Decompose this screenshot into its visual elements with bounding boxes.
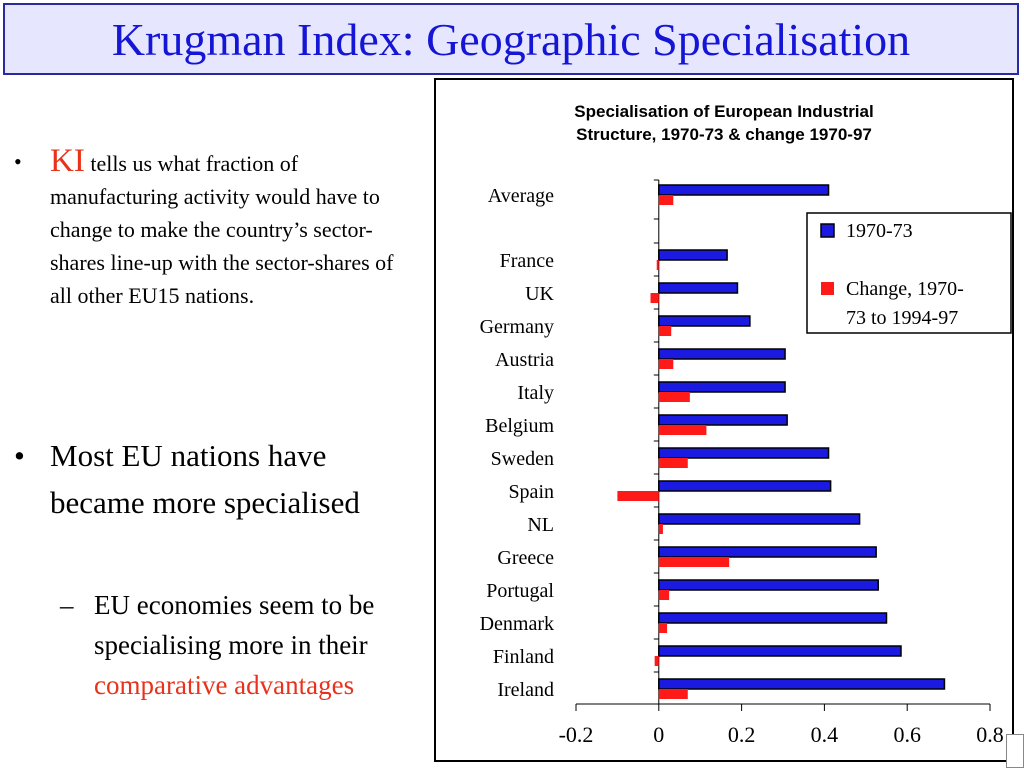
bar-change: [617, 491, 659, 501]
category-label: Greece: [497, 547, 554, 569]
category-label: Italy: [517, 382, 554, 404]
x-tick-label: 0.4: [811, 722, 839, 747]
slide-title: Krugman Index: Geographic Specialisation: [111, 13, 911, 65]
slide-corner-box: [1006, 734, 1024, 768]
category-label: Sweden: [491, 448, 554, 470]
bar-change: [658, 458, 688, 468]
bar-change: [656, 260, 659, 270]
bar-1970-73: [658, 414, 788, 426]
bar-change: [658, 195, 674, 205]
sub-bullet-marker: –: [60, 590, 74, 620]
bar-1970-73: [658, 282, 739, 294]
bar-change: [658, 392, 690, 402]
bar-1970-73: [658, 315, 751, 327]
legend-label-change-line1: Change, 1970-: [846, 278, 964, 300]
legend-swatch-1970-73: [820, 223, 835, 238]
legend-box: [806, 212, 1012, 334]
sub-bullet-text: EU economies seem to be specialising mor…: [94, 590, 375, 660]
category-label: UK: [525, 283, 554, 305]
bar-change: [658, 326, 672, 336]
bar-change: [658, 623, 668, 633]
bar-1970-73: [658, 447, 830, 459]
bar-1970-73: [658, 348, 786, 360]
category-label: Average: [488, 185, 554, 207]
chart-frame: Specialisation of European Industrial Str…: [434, 78, 1014, 762]
bullet-text: Most EU nations have became more special…: [50, 438, 360, 520]
bar-1970-73: [658, 678, 946, 690]
bar-1970-73: [658, 480, 832, 492]
bar-change: [658, 590, 670, 600]
ki-description: tells us what fraction of manufacturing …: [50, 151, 394, 308]
category-label: Finland: [493, 646, 554, 668]
category-label: Austria: [495, 349, 554, 371]
bar-1970-73: [658, 612, 888, 624]
bullet-marker: •: [14, 438, 25, 473]
bar-change: [658, 689, 688, 699]
chart-title-line: Structure, 1970-73 & change 1970-97: [576, 125, 872, 144]
sub-bullet-item: – EU economies seem to be specialising m…: [60, 585, 420, 705]
ki-term: KI: [50, 143, 85, 179]
bar-change: [658, 524, 663, 534]
bar-change: [658, 359, 674, 369]
category-label: Belgium: [485, 415, 554, 437]
x-tick-label: 0.6: [893, 722, 921, 747]
legend-label-change-line2: 73 to 1994-97: [846, 307, 958, 329]
category-label: Denmark: [480, 613, 554, 635]
bullet-item-specialised: • Most EU nations have became more speci…: [14, 432, 414, 526]
bar-1970-73: [658, 381, 786, 393]
bullet-item-ki: • KI tells us what fraction of manufactu…: [14, 145, 409, 312]
category-label: France: [500, 250, 555, 272]
bar-change: [654, 656, 659, 666]
legend-swatch-change: [821, 282, 834, 295]
category-label: Ireland: [497, 679, 554, 701]
bar-1970-73: [658, 184, 830, 196]
category-label: Portugal: [486, 580, 554, 602]
chart-title-line: Specialisation of European Industrial: [574, 102, 873, 121]
bar-change: [650, 293, 659, 303]
bar-1970-73: [658, 249, 728, 261]
bar-change: [658, 557, 730, 567]
bar-1970-73: [658, 579, 879, 591]
bullet-marker: •: [14, 149, 22, 174]
slide-title-box: Krugman Index: Geographic Specialisation: [3, 3, 1019, 75]
bar-1970-73: [658, 546, 877, 558]
bar-change: [658, 425, 707, 435]
category-label: Spain: [508, 481, 554, 503]
x-tick-label: 0.8: [976, 722, 1004, 747]
category-label: NL: [527, 514, 554, 536]
bar-chart: Specialisation of European Industrial Str…: [480, 102, 1012, 747]
x-tick-label: -0.2: [559, 722, 594, 747]
category-label: Germany: [480, 316, 554, 338]
bar-1970-73: [658, 513, 861, 525]
legend-label-1970-73: 1970-73: [846, 220, 913, 242]
x-tick-label: 0: [653, 722, 664, 747]
x-tick-label: 0.2: [728, 722, 756, 747]
bar-1970-73: [658, 645, 902, 657]
comparative-advantages-text: comparative advantages: [94, 670, 355, 700]
